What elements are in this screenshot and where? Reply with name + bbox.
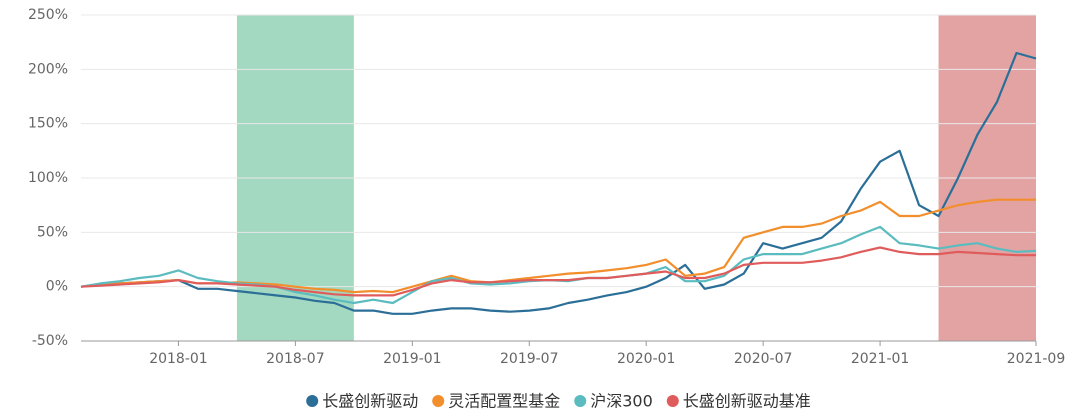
legend-marker	[306, 395, 319, 407]
legend-label: 长盛创新驱动	[322, 392, 418, 411]
legend-item: 长盛创新驱动基准	[666, 392, 811, 411]
x-tick-label: 2021-09	[1007, 351, 1066, 367]
legend-label: 灵活配置型基金	[448, 392, 560, 411]
y-tick-label: 150%	[28, 116, 68, 132]
legend-marker	[666, 395, 679, 407]
y-tick-label: 250%	[28, 7, 68, 23]
x-tick-label: 2021-01	[851, 351, 910, 367]
legend-marker	[432, 395, 445, 407]
y-tick-label: 100%	[28, 170, 68, 186]
series-line	[80, 225, 1037, 305]
y-tick-label: 200%	[28, 61, 68, 77]
x-tick-label: 2019-01	[383, 351, 442, 367]
series-line	[80, 246, 1036, 297]
legend-item: 沪深300	[574, 392, 653, 411]
x-tick-label: 2020-07	[734, 351, 793, 367]
series-line	[80, 51, 1037, 315]
x-tick-label: 2019-07	[500, 351, 559, 367]
series-line	[80, 198, 1036, 294]
x-tick-label: 2018-01	[149, 351, 208, 367]
x-tick-label: 2020-01	[617, 351, 676, 367]
y-tick-label: 0%	[46, 279, 68, 295]
legend-item: 长盛创新驱动	[306, 392, 418, 411]
x-tick-label: 2018-07	[266, 351, 325, 367]
y-tick-label: 50%	[37, 224, 68, 240]
y-tick-label: -50%	[32, 333, 68, 349]
legend-label: 沪深300	[590, 392, 653, 411]
legend-marker	[574, 395, 587, 407]
legend: 长盛创新驱动 灵活配置型基金 沪深300 长盛创新驱动基准	[306, 392, 811, 411]
legend-label: 长盛创新驱动基准	[683, 392, 811, 411]
legend-item: 灵活配置型基金	[432, 392, 560, 411]
